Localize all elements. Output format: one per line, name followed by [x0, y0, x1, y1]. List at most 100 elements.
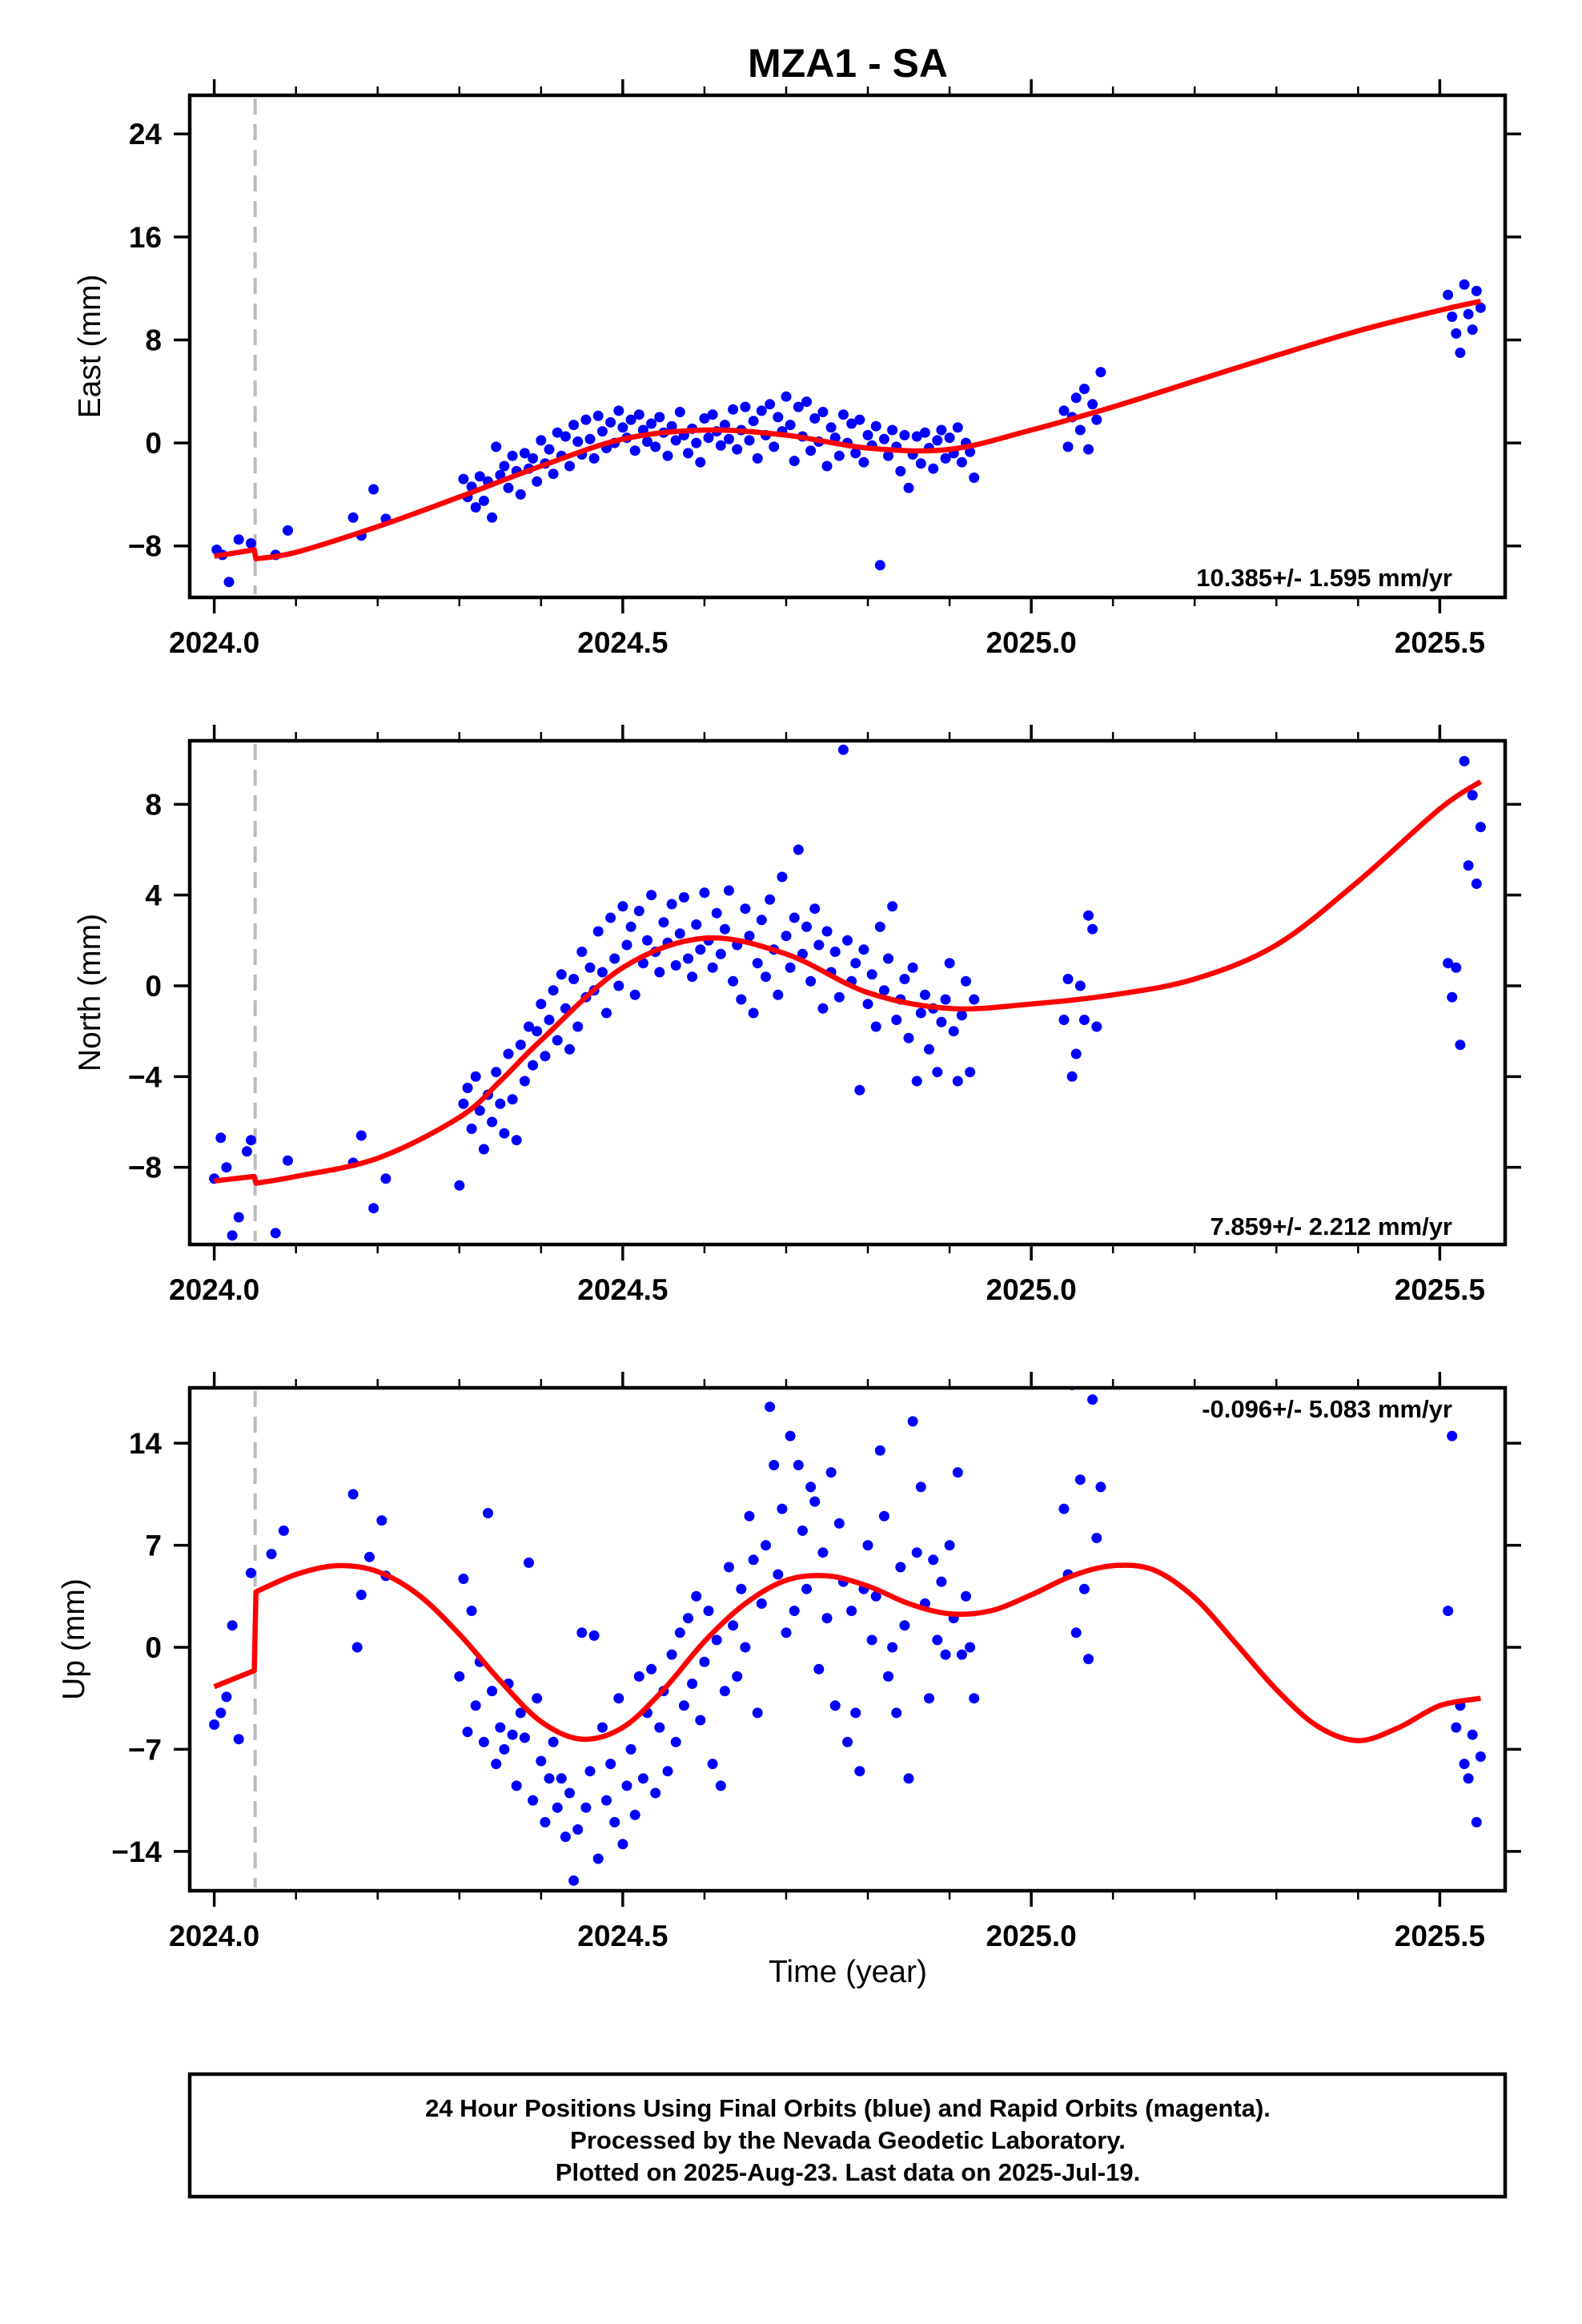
data-point — [936, 424, 947, 436]
data-point — [944, 432, 955, 444]
data-point — [740, 903, 751, 915]
data-point — [487, 512, 498, 523]
data-point — [548, 1736, 559, 1747]
data-point — [809, 413, 821, 424]
y-tick-label: 0 — [145, 970, 162, 1003]
data-point — [584, 962, 596, 973]
data-point — [674, 928, 685, 939]
data-point — [209, 1719, 220, 1730]
data-point — [961, 975, 971, 987]
data-point — [789, 912, 800, 923]
data-point — [850, 448, 861, 459]
data-point — [870, 1590, 881, 1602]
data-point — [732, 444, 743, 455]
data-point — [1058, 1503, 1070, 1514]
data-point — [854, 414, 865, 425]
data-point — [695, 456, 706, 468]
data-point — [576, 1627, 588, 1638]
footer-line-2: Processed by the Nevada Geodetic Laborat… — [570, 2126, 1126, 2154]
data-point — [670, 1736, 681, 1747]
data-point — [592, 1853, 604, 1864]
data-point — [825, 1467, 837, 1478]
data-point — [829, 1700, 841, 1711]
data-point — [719, 420, 730, 431]
data-point — [740, 401, 751, 412]
data-point — [769, 441, 780, 452]
data-point — [936, 1016, 947, 1027]
data-point — [470, 1700, 481, 1711]
data-point — [956, 1010, 967, 1021]
data-point — [781, 1627, 792, 1638]
data-point — [805, 975, 817, 987]
data-point — [241, 1146, 252, 1157]
data-point — [817, 1547, 829, 1558]
data-point — [907, 1416, 918, 1427]
footer-box: 24 Hour Positions Using Final Orbits (bl… — [187, 2072, 1508, 2199]
data-point — [605, 912, 616, 923]
data-point — [744, 931, 755, 942]
data-point — [862, 429, 873, 440]
data-point — [678, 1700, 689, 1711]
data-points — [211, 279, 1486, 588]
data-point — [846, 418, 857, 429]
data-point — [1066, 1071, 1078, 1082]
data-point — [503, 482, 514, 493]
data-point — [536, 1755, 547, 1767]
data-point — [919, 427, 930, 438]
data-point — [1074, 980, 1086, 991]
data-point — [850, 958, 861, 969]
data-point — [1463, 860, 1474, 871]
x-axis-label: Time (year) — [769, 1955, 927, 1989]
data-point — [1467, 790, 1478, 801]
data-point — [858, 456, 869, 468]
data-point — [683, 448, 693, 459]
data-point — [633, 906, 644, 916]
y-tick-label: 7 — [145, 1530, 162, 1562]
data-point — [907, 962, 918, 973]
data-point — [1447, 1430, 1458, 1441]
data-point — [899, 429, 910, 440]
data-point — [556, 1773, 567, 1784]
data-point — [724, 1562, 734, 1573]
data-point — [548, 985, 559, 996]
data-point — [544, 1015, 555, 1025]
data-point — [670, 960, 681, 971]
data-point — [1443, 1606, 1454, 1616]
data-point — [903, 482, 914, 493]
data-point — [355, 1130, 367, 1141]
plot-frame — [187, 738, 1508, 1247]
data-point — [532, 1026, 543, 1037]
data-point — [703, 1606, 714, 1616]
data-point — [883, 1671, 893, 1682]
data-point — [928, 1554, 939, 1566]
data-point — [728, 1620, 739, 1631]
fit-curve — [214, 299, 1482, 562]
data-point — [781, 391, 792, 402]
data-point — [613, 1693, 624, 1704]
data-point — [458, 1574, 469, 1584]
data-point — [662, 450, 673, 461]
data-point — [1475, 822, 1486, 833]
data-point — [715, 948, 726, 959]
data-point — [601, 1007, 612, 1019]
data-point — [728, 404, 739, 415]
data-point — [540, 1051, 551, 1062]
data-point — [560, 431, 571, 442]
data-point — [748, 416, 759, 427]
data-point — [1447, 312, 1458, 322]
data-point — [499, 1128, 510, 1139]
data-point — [233, 1734, 244, 1745]
x-tick-label: 2024.5 — [577, 1273, 668, 1306]
data-point — [961, 1590, 971, 1602]
data-point — [466, 1606, 477, 1616]
data-point — [613, 980, 624, 991]
east-panel: 2024.0 2024.5 2025.0 2025.5 −8 0 8 16 24 East (mm… — [73, 79, 1521, 659]
data-point — [519, 1076, 530, 1087]
data-point — [915, 1007, 926, 1019]
data-point — [674, 1627, 685, 1638]
data-point — [654, 1722, 665, 1733]
data-point — [878, 985, 889, 996]
data-point — [368, 1203, 379, 1214]
data-point — [969, 472, 980, 483]
data-point — [503, 1048, 514, 1059]
